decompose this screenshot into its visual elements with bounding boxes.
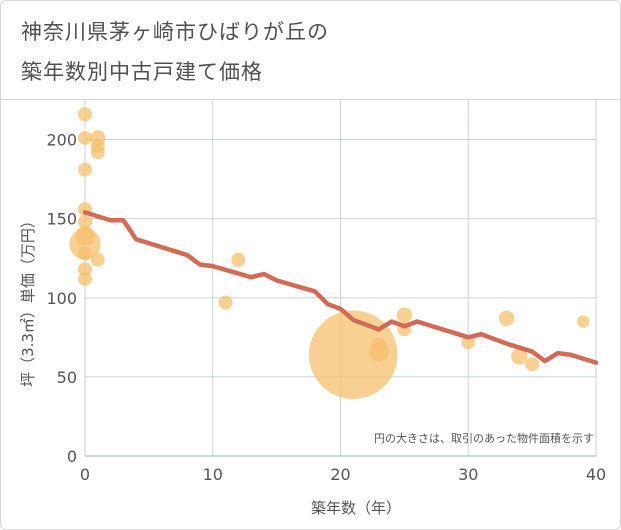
trend-line bbox=[82, 210, 599, 365]
y-tick-label: 0 bbox=[67, 447, 77, 466]
y-tick-label: 200 bbox=[46, 131, 77, 150]
x-axis-label: 築年数（年） bbox=[311, 499, 401, 517]
bubble-point bbox=[525, 357, 540, 372]
trend-line-layer bbox=[82, 210, 599, 365]
bubble-size-note: 円の大きさは、取引のあった物件面積を示す bbox=[374, 431, 594, 445]
bubble-point bbox=[78, 130, 92, 145]
title-divider bbox=[1, 99, 620, 100]
x-tick-label: 30 bbox=[458, 465, 478, 484]
bubble-point bbox=[309, 310, 398, 400]
bubble-point bbox=[511, 348, 528, 365]
bubble-layer bbox=[69, 107, 590, 400]
y-tick-label: 50 bbox=[57, 368, 77, 387]
y-tick-label: 150 bbox=[46, 210, 77, 229]
bubble-point bbox=[498, 310, 515, 327]
x-tick-label: 20 bbox=[330, 465, 350, 484]
bubble-point bbox=[78, 214, 92, 229]
y-axis-label: 坪（3.3㎡）単価（万円） bbox=[19, 213, 37, 387]
bubble-point bbox=[78, 107, 92, 122]
x-tick-label: 0 bbox=[80, 465, 90, 484]
bubble-point bbox=[90, 145, 105, 160]
bubble-point bbox=[78, 271, 92, 286]
bubble-point bbox=[396, 307, 413, 323]
x-tick-label: 40 bbox=[586, 465, 606, 484]
chart-title-line1: 神奈川県茅ヶ崎市ひばりが丘の bbox=[21, 20, 329, 44]
chart-title-line2: 築年数別中古戸建て価格 bbox=[21, 60, 263, 84]
bubble-point bbox=[576, 315, 590, 328]
bubble-point bbox=[69, 228, 101, 260]
bubble-point bbox=[218, 295, 233, 310]
bubble-point bbox=[368, 341, 389, 362]
bubble-point bbox=[231, 252, 246, 267]
tick-label-layer: 0 10 20 30 40 0 50 100 150 200 bbox=[46, 131, 606, 484]
bubble-point bbox=[78, 246, 92, 261]
bubble-point bbox=[78, 162, 92, 177]
x-tick-label: 10 bbox=[203, 465, 223, 484]
bubble-point bbox=[90, 252, 105, 267]
grid-layer bbox=[84, 100, 597, 457]
y-tick-label: 100 bbox=[46, 289, 77, 308]
